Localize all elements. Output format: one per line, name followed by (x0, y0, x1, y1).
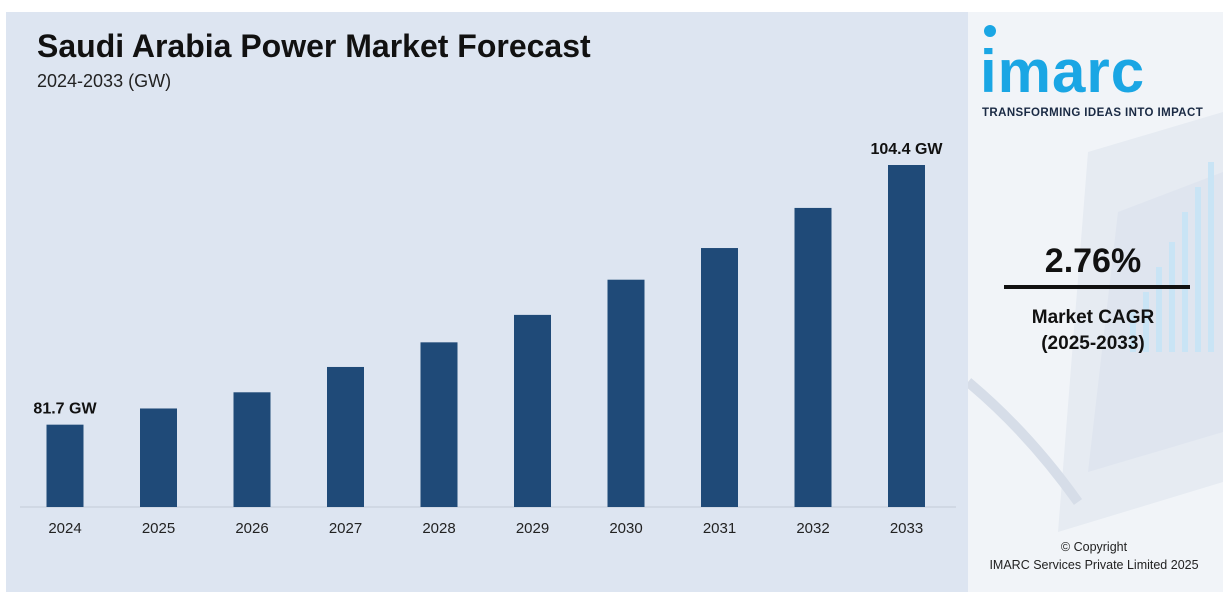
bar-2027 (327, 366, 364, 507)
bar-2024 (46, 424, 84, 507)
bar-2025 (140, 408, 177, 507)
bar-2026 (233, 392, 271, 507)
side-panel: imarc TRANSFORMING IDEAS INTO IMPACT 2.7… (968, 12, 1223, 592)
copyright-line1: © Copyright (1060, 540, 1128, 554)
x-tick-label-2024: 2024 (48, 520, 81, 537)
copyright-line2: IMARC Services Private Limited 2025 (989, 558, 1199, 572)
x-tick-label-2028: 2028 (422, 520, 455, 537)
x-tick-label-2030: 2030 (609, 520, 642, 537)
bar-2030 (607, 279, 645, 507)
chart-subtitle: 2024-2033 (GW) (37, 71, 172, 91)
data-label-2033: 104.4 GW (870, 141, 943, 158)
x-tick-label-2026: 2026 (235, 520, 268, 537)
background-decoration (968, 112, 1223, 532)
x-tick-label-2032: 2032 (796, 520, 829, 537)
bar-2029 (514, 314, 551, 507)
cagr-label: Market CAGR (2025-2033) (968, 305, 1218, 357)
logo-tagline: TRANSFORMING IDEAS INTO IMPACT (982, 107, 1204, 119)
cagr-label-line1: Market CAGR (1031, 307, 1155, 328)
cagr-value: 2.76% (1044, 242, 1142, 280)
x-tick-label-2027: 2027 (329, 520, 362, 537)
copyright: © Copyright IMARC Services Private Limit… (968, 538, 1220, 574)
x-tick-label-2031: 2031 (703, 520, 736, 537)
imarc-logo: imarc (980, 38, 1146, 105)
bar-2031 (701, 248, 738, 507)
bar-2033 (888, 165, 925, 507)
chart-title: Saudi Arabia Power Market Forecast (37, 28, 591, 64)
x-tick-label-2029: 2029 (516, 520, 549, 537)
chart-panel: Saudi Arabia Power Market Forecast 2024-… (6, 12, 968, 592)
cagr-label-line2: (2025-2033) (1041, 333, 1145, 354)
x-tick-label-2025: 2025 (142, 520, 175, 537)
bar-2032 (794, 207, 832, 508)
bar-2028 (420, 342, 458, 507)
data-label-2024: 81.7 GW (33, 401, 97, 418)
logo-dot-icon (984, 25, 996, 37)
bar-chart: 2024 2025 2026 2027 2028 2029 2030 2031 2032 2033… (20, 141, 956, 537)
x-tick-label-2033: 2033 (890, 520, 923, 537)
cagr-divider (1004, 285, 1190, 289)
